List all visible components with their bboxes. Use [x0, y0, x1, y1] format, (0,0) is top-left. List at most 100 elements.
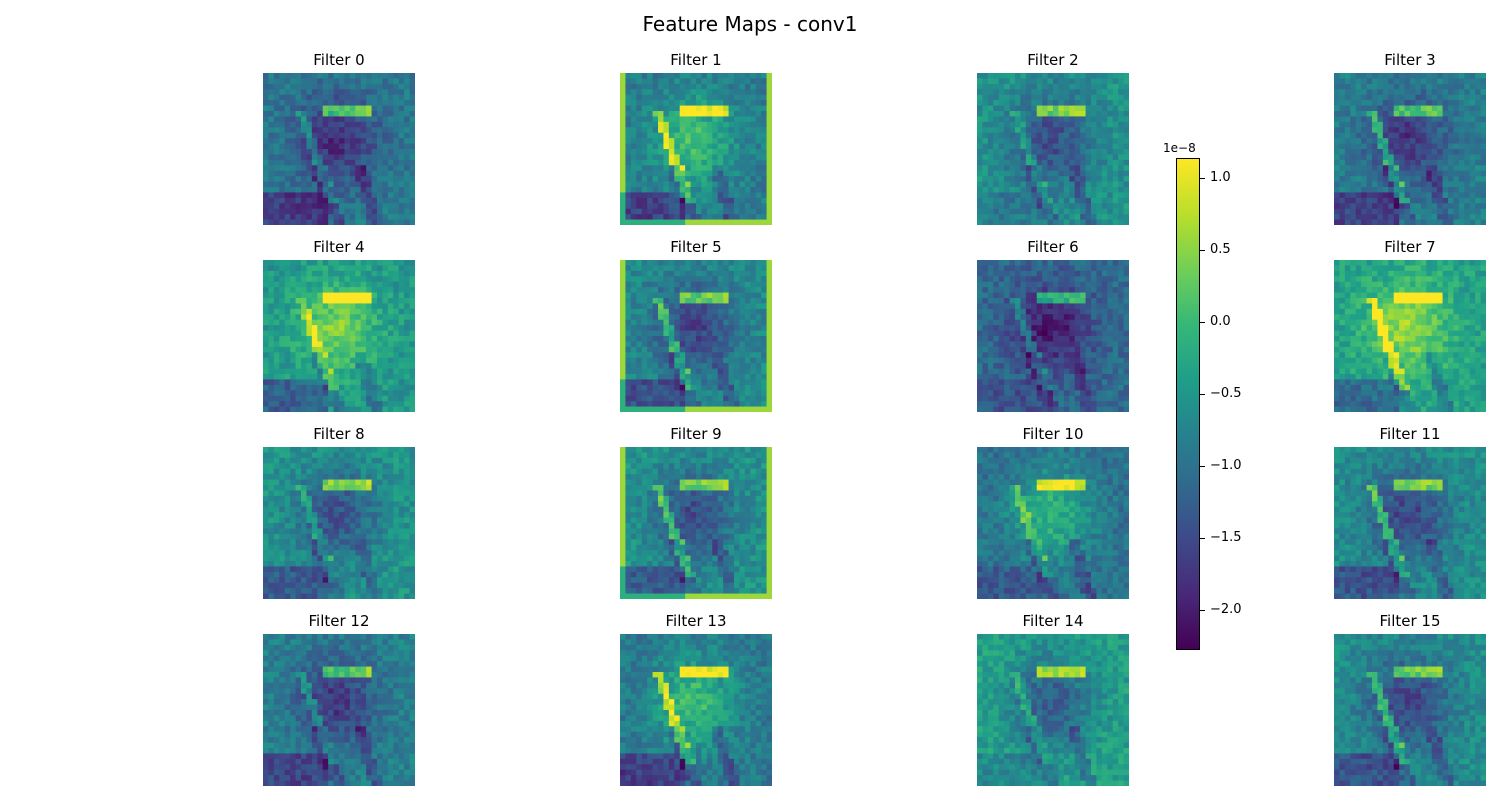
heatmap-cell: [1058, 187, 1065, 193]
heatmap-cell: [1058, 260, 1065, 266]
heatmap-cell: [371, 319, 378, 326]
heatmap-cell: [1053, 270, 1059, 277]
heatmap-cell: [398, 159, 405, 166]
heatmap-cell: [734, 111, 740, 117]
heatmap-cell: [371, 154, 378, 161]
heatmap-cell: [382, 94, 389, 101]
heatmap-cell: [739, 121, 746, 128]
heatmap-cell: [268, 78, 275, 85]
heatmap-cell: [404, 143, 410, 150]
heatmap-cell: [712, 187, 719, 193]
heatmap-cell: [647, 287, 653, 293]
heatmap-cell: [728, 83, 735, 90]
heatmap-cell: [322, 116, 329, 123]
heatmap-cell: [761, 187, 767, 193]
heatmap-cell: [987, 89, 994, 96]
heatmap-cell: [658, 270, 664, 277]
heatmap-cell: [409, 298, 415, 304]
heatmap-cell: [755, 325, 762, 331]
heatmap-cell: [409, 265, 415, 272]
heatmap-cell: [734, 395, 740, 402]
heatmap-cell: [744, 374, 751, 380]
heatmap-cell: [630, 336, 637, 342]
heatmap-cell: [404, 94, 410, 101]
heatmap-cell: [1448, 100, 1454, 106]
heatmap-cell: [349, 149, 356, 155]
heatmap-cell: [723, 384, 729, 391]
heatmap-cell: [1085, 73, 1092, 79]
heatmap-cell: [723, 336, 729, 342]
heatmap-cell: [284, 149, 291, 155]
heatmap-cell: [284, 308, 291, 315]
heatmap-cell: [739, 78, 746, 85]
heatmap-cell: [1107, 159, 1114, 166]
heatmap-cell: [263, 100, 269, 106]
heatmap-cell: [982, 287, 989, 293]
heatmap-cell: [263, 181, 269, 188]
heatmap-cell: [1123, 111, 1129, 117]
heatmap-cell: [377, 292, 383, 299]
heatmap-cell: [322, 336, 329, 342]
heatmap-cell: [268, 89, 275, 96]
heatmap-cell: [290, 265, 296, 272]
heatmap-cell: [1469, 187, 1476, 193]
heatmap-cell: [1025, 138, 1032, 144]
heatmap-cell: [723, 390, 729, 397]
heatmap-cell: [366, 121, 372, 128]
heatmap-cell: [1096, 170, 1103, 177]
heatmap-cell: [1344, 127, 1351, 134]
heatmap-cell: [344, 292, 351, 299]
heatmap-cell: [674, 325, 681, 331]
heatmap-cell: [717, 260, 724, 266]
heatmap-cell: [712, 330, 719, 337]
heatmap-cell: [636, 260, 643, 266]
heatmap-cell: [1101, 187, 1108, 193]
heatmap-cell: [344, 314, 351, 321]
heatmap-cell: [712, 276, 719, 283]
heatmap-cell: [1009, 292, 1016, 299]
heatmap-cell: [1420, 149, 1427, 155]
heatmap-cell: [982, 154, 989, 161]
heatmap-cell: [1123, 138, 1129, 144]
heatmap-cell: [1091, 105, 1097, 112]
heatmap-cell: [1361, 127, 1367, 134]
heatmap-cell: [268, 176, 275, 182]
heatmap-cell: [279, 368, 286, 375]
heatmap-cell: [295, 363, 302, 369]
heatmap-cell: [355, 357, 362, 364]
heatmap-cell: [322, 159, 329, 166]
heatmap-cell: [998, 105, 1005, 112]
heatmap-cell: [355, 83, 362, 90]
heatmap-cell: [398, 287, 405, 293]
heatmap-cell: [630, 395, 637, 402]
heatmap-cell: [1004, 203, 1010, 210]
heatmap-cell: [322, 298, 329, 304]
heatmap-cell: [1053, 159, 1059, 166]
heatmap-cell: [366, 390, 372, 397]
heatmap-cell: [387, 73, 394, 79]
heatmap-cell: [1020, 287, 1027, 293]
heatmap-cell: [766, 357, 772, 364]
heatmap-cell: [295, 287, 302, 293]
heatmap-cell: [1036, 181, 1043, 188]
heatmap-cell: [620, 406, 626, 412]
heatmap-cell: [674, 270, 681, 277]
heatmap-cell: [366, 83, 372, 90]
heatmap-cell: [1123, 270, 1129, 277]
heatmap-cell: [1377, 143, 1384, 150]
heatmap-cell: [317, 341, 324, 348]
heatmap-cell: [1009, 260, 1016, 266]
heatmap-cell: [382, 116, 389, 123]
heatmap-cell: [1404, 219, 1411, 225]
heatmap-cell: [1420, 214, 1427, 220]
heatmap-cell: [641, 170, 648, 177]
heatmap-cell: [1069, 265, 1076, 272]
heatmap-cell: [382, 127, 389, 134]
heatmap-cell: [1344, 138, 1351, 144]
heatmap-cell: [284, 208, 291, 215]
heatmap-cell: [1361, 143, 1367, 150]
heatmap-cell: [1344, 111, 1351, 117]
heatmap-cell: [625, 187, 632, 193]
heatmap-cell: [387, 357, 394, 364]
heatmap-cell: [339, 78, 345, 85]
